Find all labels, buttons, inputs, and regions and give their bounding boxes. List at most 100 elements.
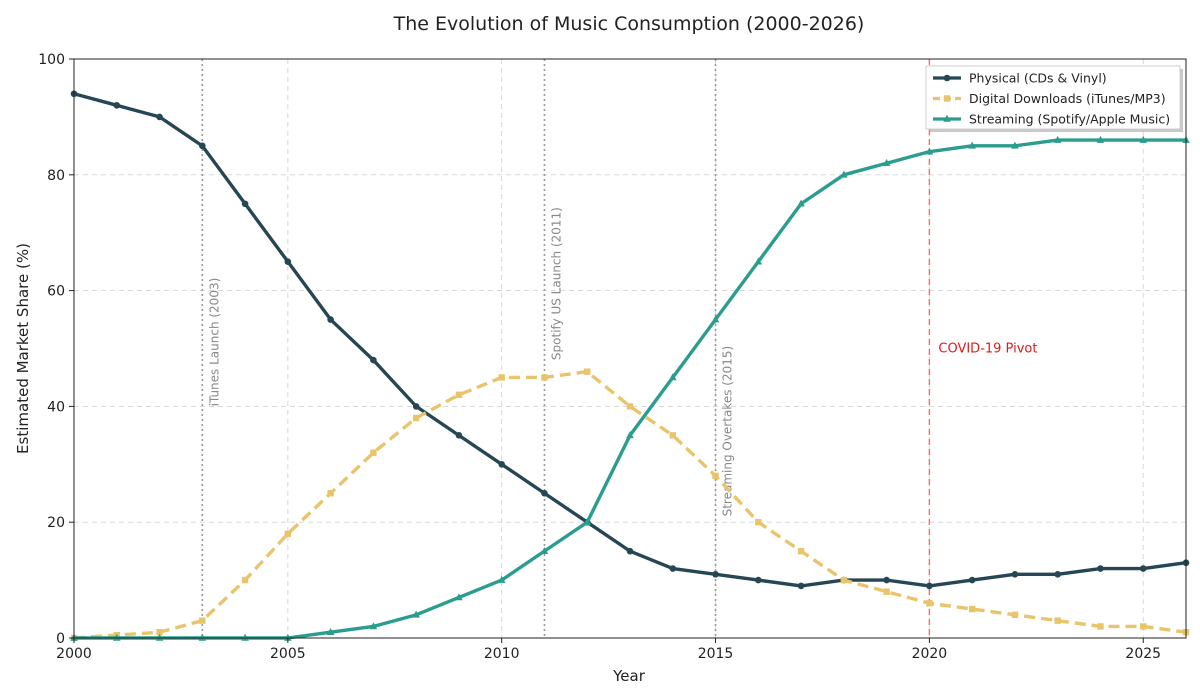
data-point	[755, 576, 762, 584]
data-point	[797, 582, 805, 590]
data-point	[412, 610, 420, 618]
data-point	[541, 489, 548, 497]
data-point	[1140, 623, 1147, 630]
y-tick-label: 40	[47, 399, 65, 415]
data-point	[113, 102, 121, 109]
data-point	[369, 622, 378, 630]
data-point	[1054, 571, 1061, 578]
y-tick-label: 80	[47, 168, 65, 184]
legend-marker	[943, 74, 951, 82]
x-tick-label: 2020	[912, 646, 948, 662]
data-point	[1097, 565, 1104, 572]
data-point	[455, 432, 463, 439]
data-point	[797, 547, 805, 555]
data-point	[883, 588, 890, 595]
data-point	[241, 633, 249, 641]
data-point	[926, 582, 933, 590]
chart-title: The Evolution of Music Consumption (2000…	[393, 13, 865, 35]
data-point	[584, 368, 591, 375]
y-tick-label: 0	[56, 631, 65, 647]
data-point	[626, 547, 634, 555]
data-point	[326, 628, 335, 636]
x-tick-label: 2005	[270, 646, 306, 662]
data-point	[284, 258, 292, 265]
data-point	[412, 414, 420, 422]
data-point	[284, 633, 292, 641]
data-point	[669, 565, 677, 572]
data-point	[199, 617, 206, 624]
y-tick-label: 20	[47, 515, 65, 531]
data-point	[155, 633, 164, 641]
data-point	[754, 257, 763, 265]
data-point	[112, 633, 121, 641]
data-point	[241, 576, 249, 584]
data-point	[755, 519, 762, 526]
data-point	[498, 461, 505, 468]
data-point	[370, 449, 377, 456]
event-label: Spotify US Launch (2011)	[549, 207, 563, 360]
data-point	[541, 374, 548, 381]
data-point	[626, 431, 634, 439]
data-point	[926, 600, 933, 607]
data-point	[327, 490, 334, 497]
data-point	[883, 576, 890, 584]
y-tick-label: 60	[47, 284, 65, 300]
x-tick-label: 2015	[698, 646, 734, 662]
data-point	[626, 403, 634, 410]
data-point	[327, 316, 334, 323]
y-axis-title: Estimated Market Share (%)	[14, 243, 32, 454]
axis-ticks: 2000 2005 2010 2015 2020 2025 0 20 40 60 80 100	[38, 52, 1161, 662]
data-point	[712, 472, 719, 480]
data-point	[198, 633, 207, 641]
data-point	[840, 170, 848, 178]
data-point	[370, 356, 377, 364]
data-point	[455, 593, 463, 601]
data-point	[1139, 135, 1148, 143]
data-point	[968, 576, 976, 584]
data-point	[1011, 141, 1019, 149]
data-point	[1054, 617, 1061, 624]
data-point	[668, 373, 677, 381]
data-point	[968, 605, 976, 613]
data-point	[1096, 135, 1105, 143]
plot-frame	[73, 58, 1187, 639]
legend-marker	[943, 114, 951, 122]
data-point	[797, 199, 805, 207]
data-point	[669, 432, 676, 439]
legend-label: Physical (CDs & Vinyl)	[969, 71, 1107, 86]
data-point	[840, 576, 848, 584]
series-line	[73, 369, 1187, 640]
data-point	[412, 403, 420, 410]
y-tick-label: 100	[38, 52, 65, 68]
data-point	[1053, 135, 1062, 143]
data-point	[156, 629, 163, 636]
event-markers: iTunes Launch (2003) Spotify US Launch (2…	[201, 59, 1037, 638]
legend-label: Digital Downloads (iTunes/MP3)	[969, 91, 1166, 106]
data-point	[156, 113, 163, 121]
data-point	[540, 546, 549, 554]
legend-box	[925, 65, 1181, 130]
x-axis-title: Year	[612, 667, 646, 685]
data-point	[1011, 571, 1019, 578]
data-point	[1139, 565, 1147, 572]
data-point	[925, 147, 934, 155]
data-point	[1097, 623, 1104, 630]
data-point	[497, 575, 506, 583]
event-label: iTunes Launch (2003)	[207, 278, 221, 407]
x-tick-label: 2000	[56, 646, 92, 662]
data-point	[968, 141, 976, 149]
event-label: Streaming Overtakes (2015)	[721, 346, 735, 517]
data-point	[712, 571, 719, 578]
data-point	[455, 391, 463, 399]
data-point	[711, 315, 720, 323]
covid-annotation: COVID-19 Pivot	[938, 342, 1037, 357]
data-point	[1011, 611, 1019, 619]
legend-label: Streaming (Spotify/Apple Music)	[969, 112, 1170, 127]
data-point	[498, 374, 505, 381]
data-point	[241, 200, 249, 208]
x-tick-label: 2025	[1125, 646, 1161, 662]
data-point	[882, 159, 891, 167]
legend: Physical (CDs & Vinyl) Digital Downloads …	[925, 65, 1183, 132]
